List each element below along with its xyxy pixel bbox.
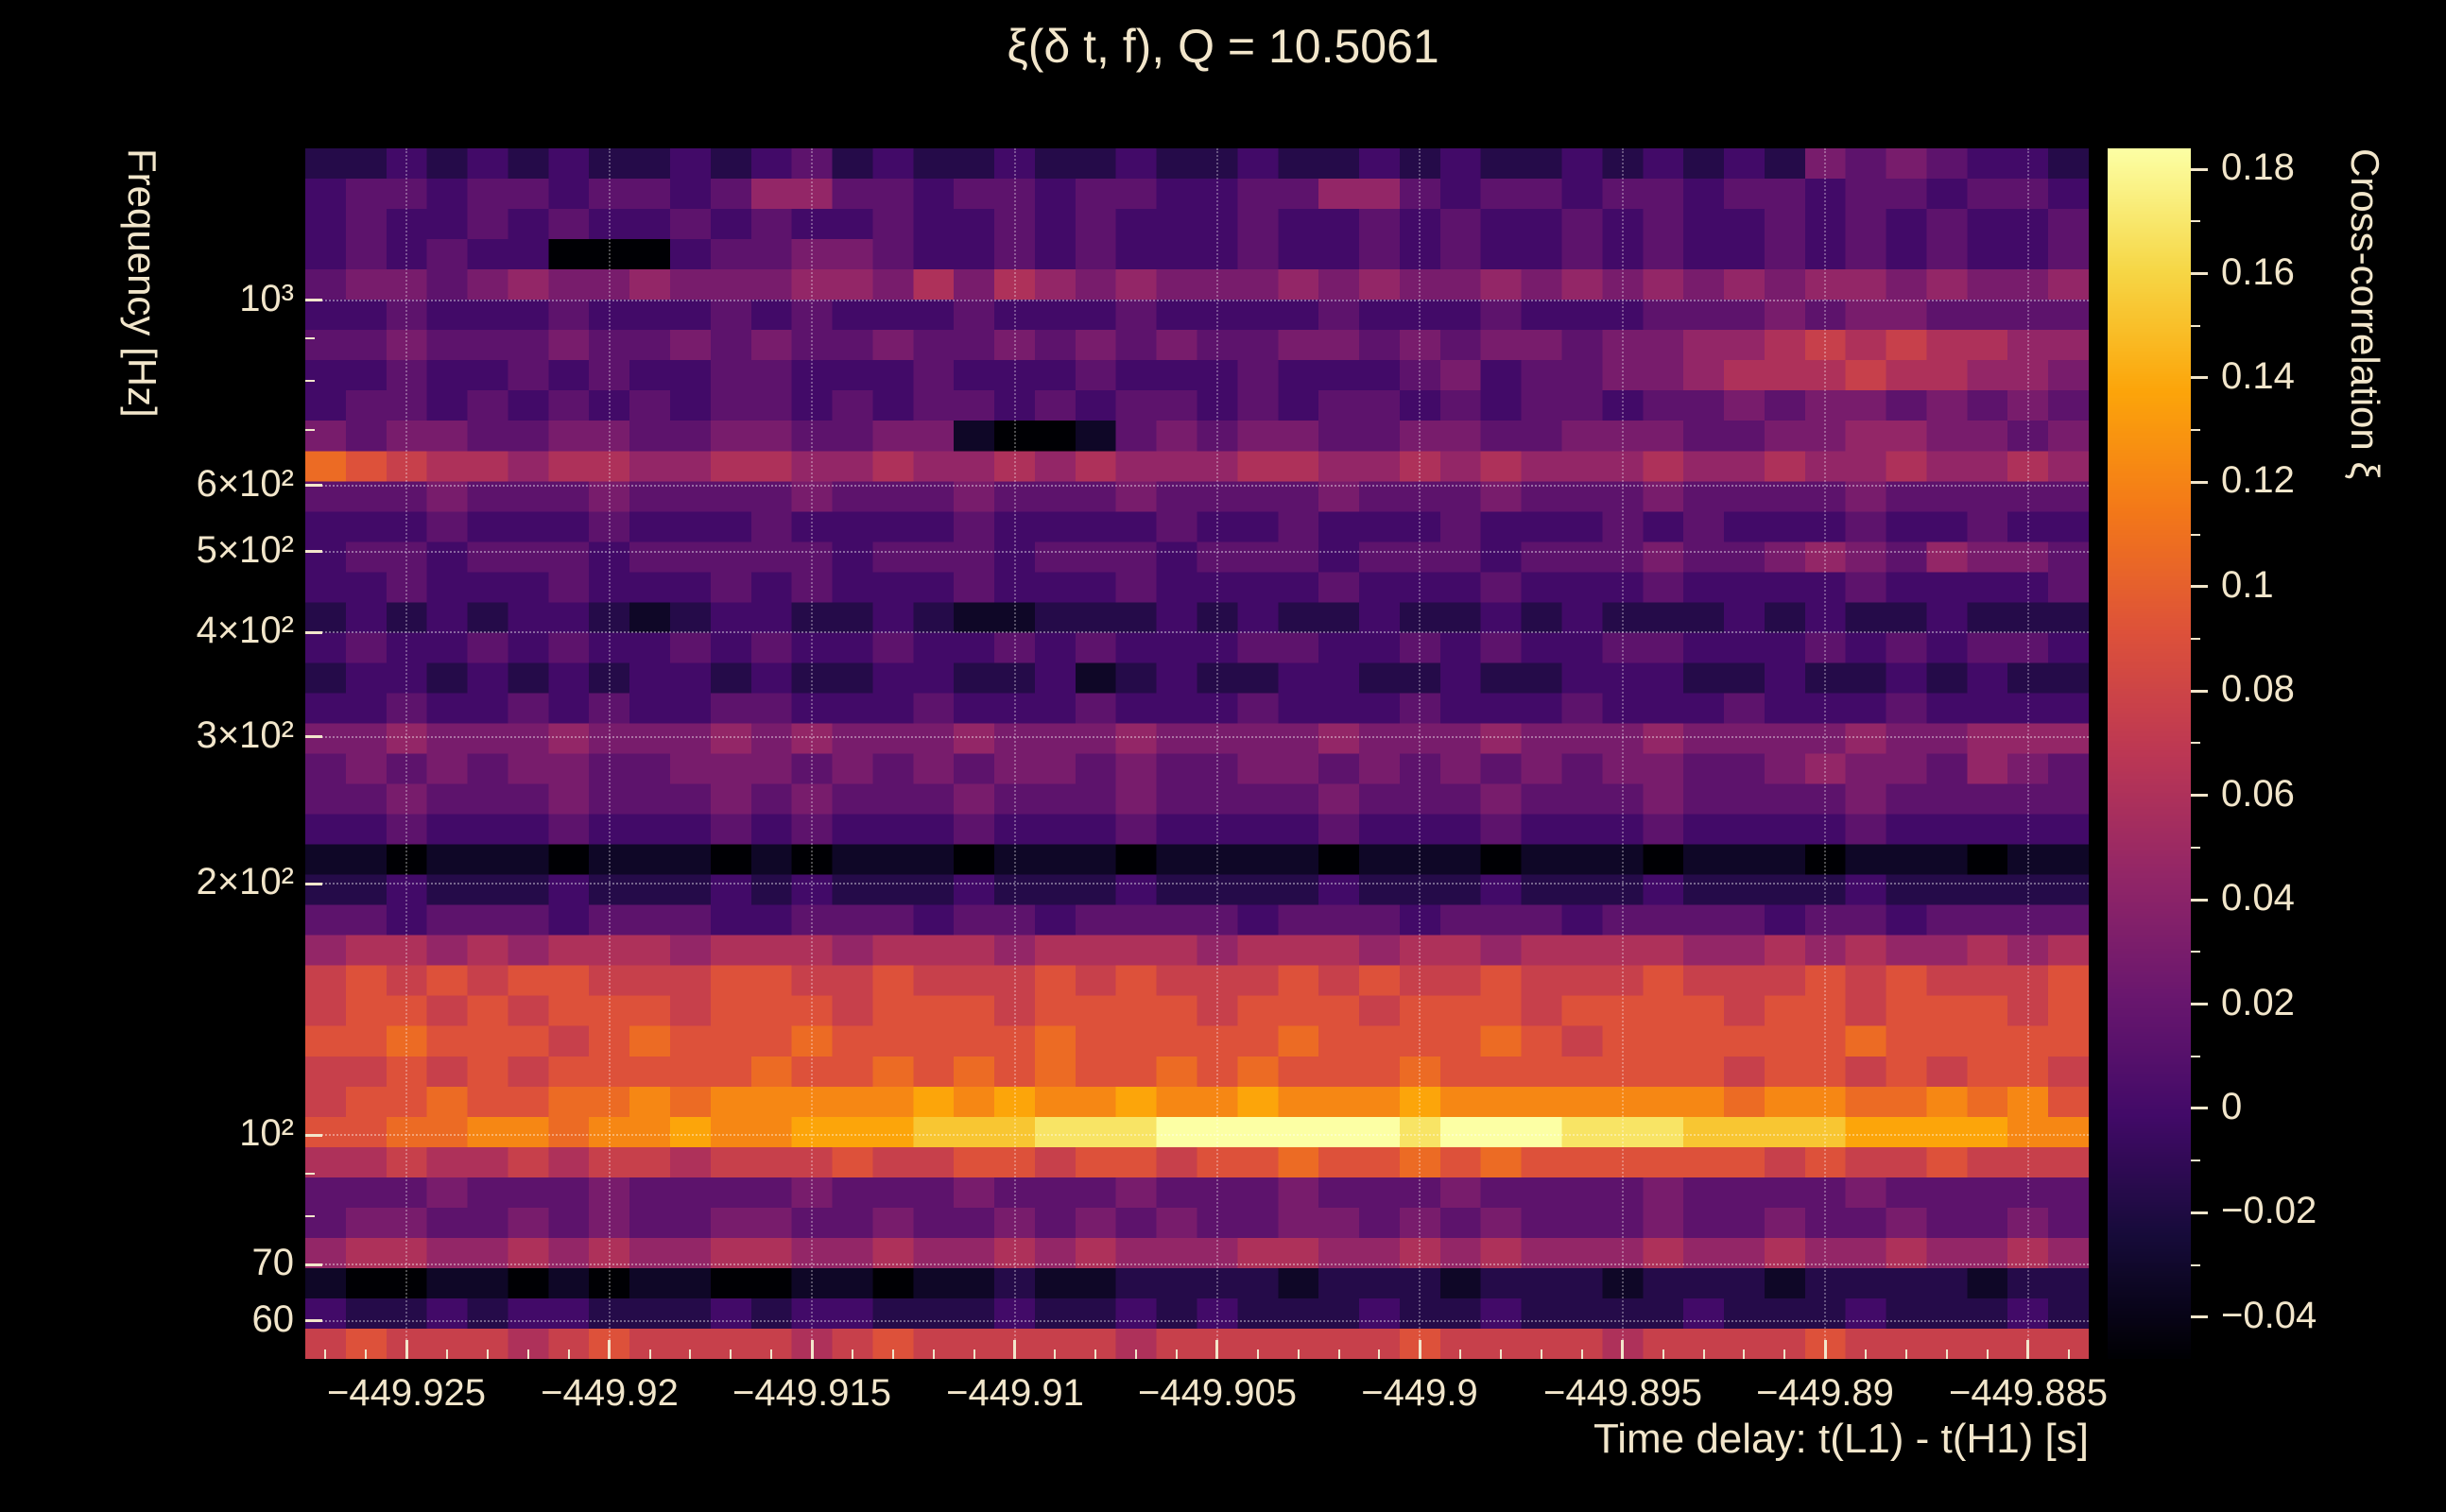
x-axis-title: Time delay: t(L1) - t(H1) [s] bbox=[1593, 1416, 2089, 1462]
z-major-tick bbox=[2191, 1107, 2208, 1109]
z-major-tick bbox=[2191, 794, 2208, 797]
z-tick-label: −0.04 bbox=[2221, 1295, 2317, 1336]
y-tick-label: 70 bbox=[251, 1242, 295, 1283]
z-major-tick bbox=[2191, 585, 2208, 588]
z-minor-tick bbox=[2191, 1056, 2200, 1057]
z-major-tick bbox=[2191, 168, 2208, 171]
y-tick-label: 2×10² bbox=[196, 861, 294, 902]
x-tick-label: −449.91 bbox=[946, 1372, 1084, 1414]
z-tick-label: 0.06 bbox=[2221, 773, 2295, 815]
z-minor-tick bbox=[2191, 220, 2200, 222]
z-minor-tick bbox=[2191, 847, 2200, 849]
z-tick-label: 0 bbox=[2221, 1086, 2243, 1127]
x-tick-label: −449.895 bbox=[1543, 1372, 1702, 1414]
z-tick-label: −0.02 bbox=[2221, 1190, 2317, 1231]
z-minor-tick bbox=[2191, 1160, 2200, 1161]
x-tick-label: −449.905 bbox=[1138, 1372, 1297, 1414]
z-minor-tick bbox=[2191, 1264, 2200, 1266]
z-major-tick bbox=[2191, 1211, 2208, 1214]
z-minor-tick bbox=[2191, 325, 2200, 327]
z-major-tick bbox=[2191, 272, 2208, 275]
z-tick-label: 0.04 bbox=[2221, 877, 2295, 919]
y-tick-label: 6×10² bbox=[196, 463, 294, 505]
z-minor-tick bbox=[2191, 429, 2200, 431]
heatmap-plot-area bbox=[305, 148, 2089, 1359]
z-major-tick bbox=[2191, 690, 2208, 693]
y-tick-label: 5×10² bbox=[196, 529, 294, 571]
x-tick-label: −449.92 bbox=[541, 1372, 679, 1414]
z-major-tick bbox=[2191, 481, 2208, 484]
colorbar-canvas bbox=[2108, 148, 2191, 1359]
x-tick-label: −449.925 bbox=[327, 1372, 486, 1414]
z-major-tick bbox=[2191, 899, 2208, 902]
heatmap-canvas bbox=[305, 148, 2089, 1359]
y-tick-label: 10² bbox=[239, 1112, 294, 1154]
z-major-tick bbox=[2191, 1003, 2208, 1005]
x-tick-label: −449.9 bbox=[1361, 1372, 1478, 1414]
colorbar-axis-title: Cross-correlation ξ bbox=[2343, 148, 2387, 480]
z-major-tick bbox=[2191, 1315, 2208, 1318]
x-tick-label: −449.915 bbox=[732, 1372, 891, 1414]
y-tick-label: 3×10² bbox=[196, 714, 294, 756]
x-tick-label: −449.89 bbox=[1756, 1372, 1894, 1414]
z-minor-tick bbox=[2191, 638, 2200, 640]
z-tick-label: 0.16 bbox=[2221, 251, 2295, 293]
z-tick-label: 0.1 bbox=[2221, 564, 2274, 606]
z-tick-label: 0.18 bbox=[2221, 146, 2295, 188]
y-axis-title: Frequency [Hz] bbox=[120, 148, 164, 418]
z-minor-tick bbox=[2191, 534, 2200, 536]
chart-title: ξ(δ t, f), Q = 10.5061 bbox=[1007, 20, 1439, 73]
z-tick-label: 0.08 bbox=[2221, 668, 2295, 710]
z-tick-label: 0.02 bbox=[2221, 982, 2295, 1023]
y-tick-label: 4×10² bbox=[196, 610, 294, 651]
z-tick-label: 0.14 bbox=[2221, 355, 2295, 397]
x-tick-label: −449.885 bbox=[1949, 1372, 2108, 1414]
z-major-tick bbox=[2191, 376, 2208, 379]
z-tick-label: 0.12 bbox=[2221, 459, 2295, 501]
y-tick-label: 60 bbox=[251, 1298, 295, 1340]
z-minor-tick bbox=[2191, 742, 2200, 744]
z-minor-tick bbox=[2191, 951, 2200, 953]
